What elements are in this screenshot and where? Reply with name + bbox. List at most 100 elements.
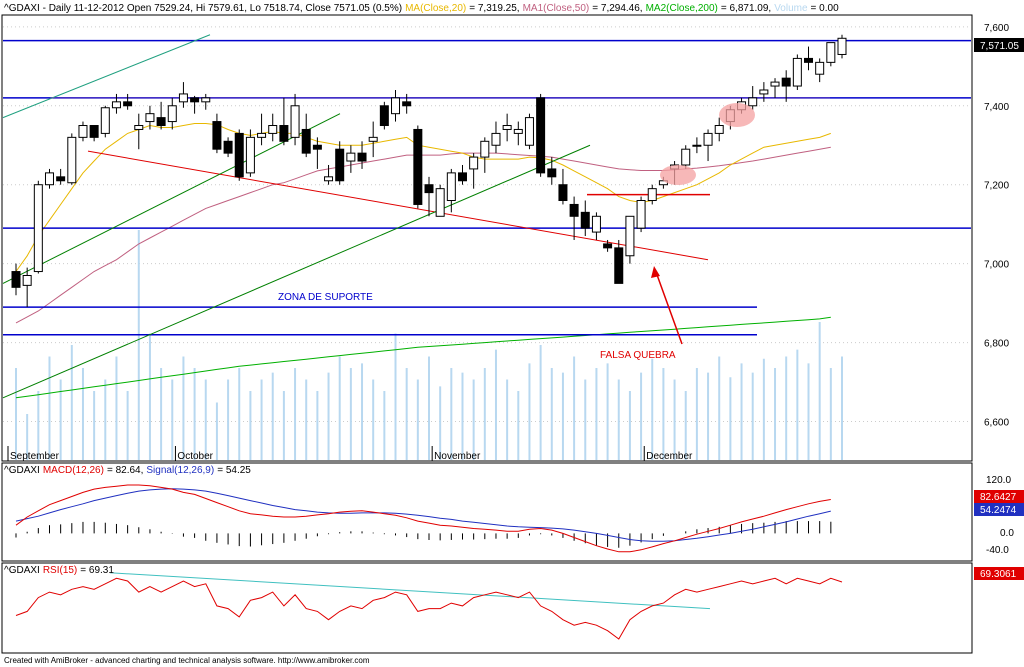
candle-up [134,125,144,130]
candle-down [536,97,546,174]
candle-up [257,132,267,138]
candle-down [301,128,311,154]
support-zone-label: ZONA DE SUPORTE [278,292,373,303]
price-tick-label: 7,000 [984,260,1009,271]
month-label: September [10,451,60,462]
price-tick-label: 6,800 [984,339,1009,350]
trendlines [2,34,971,399]
candle-up [33,184,43,273]
candle-up [703,132,713,146]
macd-badge-value: 82.6427 [980,492,1017,503]
candle-up [625,215,635,257]
candle-up [837,37,847,55]
candle-up [759,89,769,95]
ma50-line [15,146,831,324]
moving-averages [15,123,831,399]
signal-badge-value: 54.2474 [980,505,1017,516]
axes: 7,600 7,400 7,200 7,000 6,800 6,600 September O… [7,23,1009,462]
signal-header-value: = 54.25 [217,465,251,476]
candle-down [379,105,389,127]
candle-down [614,247,624,284]
month-label: November [434,451,481,462]
candle-up [636,200,646,229]
false-break-arrow [655,271,683,345]
candle-down [335,148,345,182]
macd-tick-120: 120.0 [986,475,1011,486]
macd-header-label: MACD(12,26) [43,465,104,476]
signal-line [15,488,831,542]
month-label: December [646,451,693,462]
candle-up [22,274,32,286]
highlight-circle-2 [719,103,755,127]
candle-down [156,117,166,127]
candle-down [413,128,423,205]
candle-down [457,172,467,182]
candle-up [591,215,601,233]
price-tick-label: 7,600 [984,23,1009,34]
rsi-panel [1,562,973,654]
candle-down [312,144,322,150]
candle-down [223,140,233,154]
candle-up [748,97,758,107]
price-panel [1,14,973,462]
candle-up [681,148,691,166]
last-price-value: 7,571.05 [980,41,1019,52]
candle-up [324,176,334,182]
candle-up [770,81,780,87]
candle-up [111,101,121,109]
macd-value-badge [974,490,1024,503]
rsi-line [15,577,843,640]
month-label: October [177,451,213,462]
rsi-header-symbol: ^GDAXI [4,565,40,576]
rsi-badge-value: 69.3061 [980,569,1017,580]
candle-down [123,101,133,107]
price-tick-label: 7,200 [984,181,1009,192]
ma200-line [15,316,831,399]
volume-bars [15,230,843,460]
macd-header-symbol: ^GDAXI [4,465,40,476]
candle-up [826,42,836,63]
candle-up [469,156,479,170]
candle-up [513,128,523,134]
candle-down [212,121,222,150]
header-ma200: MA2(Close,200) [646,3,718,14]
macd-header-value: = 82.64, [107,465,143,476]
macd-header: ^GDAXI MACD(12,26) = 82.64, Signal(12,26,9)… [4,465,251,476]
candle-up [391,97,401,115]
header-info: - Daily 11-12-2012 Open 7529.24, Hi 7579… [40,3,402,14]
candle-up [815,61,825,75]
candle-up [44,172,54,186]
candle-down [56,176,66,182]
candle-up [368,136,378,142]
candle-up [290,105,300,138]
candle-down [424,184,434,194]
macd-plot [15,484,832,553]
rsi-plot [15,572,843,640]
rsi-header-value: = 69.31 [80,565,114,576]
signal-header-label: Signal(12,26,9) [146,465,214,476]
candle-up [245,136,255,174]
candle-up [480,140,490,158]
candle-down [580,211,590,229]
candle-up [201,97,211,103]
candle-down [402,101,412,107]
candle-down [11,271,21,288]
candle-down [357,152,367,162]
candle-down [804,57,814,63]
macd-line [15,484,831,553]
price-tick-label: 7,400 [984,102,1009,113]
footer-credit: Created with AmiBroker - advanced charti… [4,656,370,665]
candle-up [100,107,110,134]
downtrend-line [87,150,709,261]
candle-up [268,125,278,134]
candle-up [446,172,456,202]
candle-up [714,125,724,134]
candle-down [781,77,791,87]
header-volume: Volume [774,3,808,14]
header-ma20: MA(Close,20) [405,3,466,14]
price-header: ^GDAXI - Daily 11-12-2012 Open 7529.24, … [4,3,839,14]
candle-down [190,97,200,103]
candle-down [279,125,289,142]
macd-tick-0: 0.0 [1000,528,1014,539]
